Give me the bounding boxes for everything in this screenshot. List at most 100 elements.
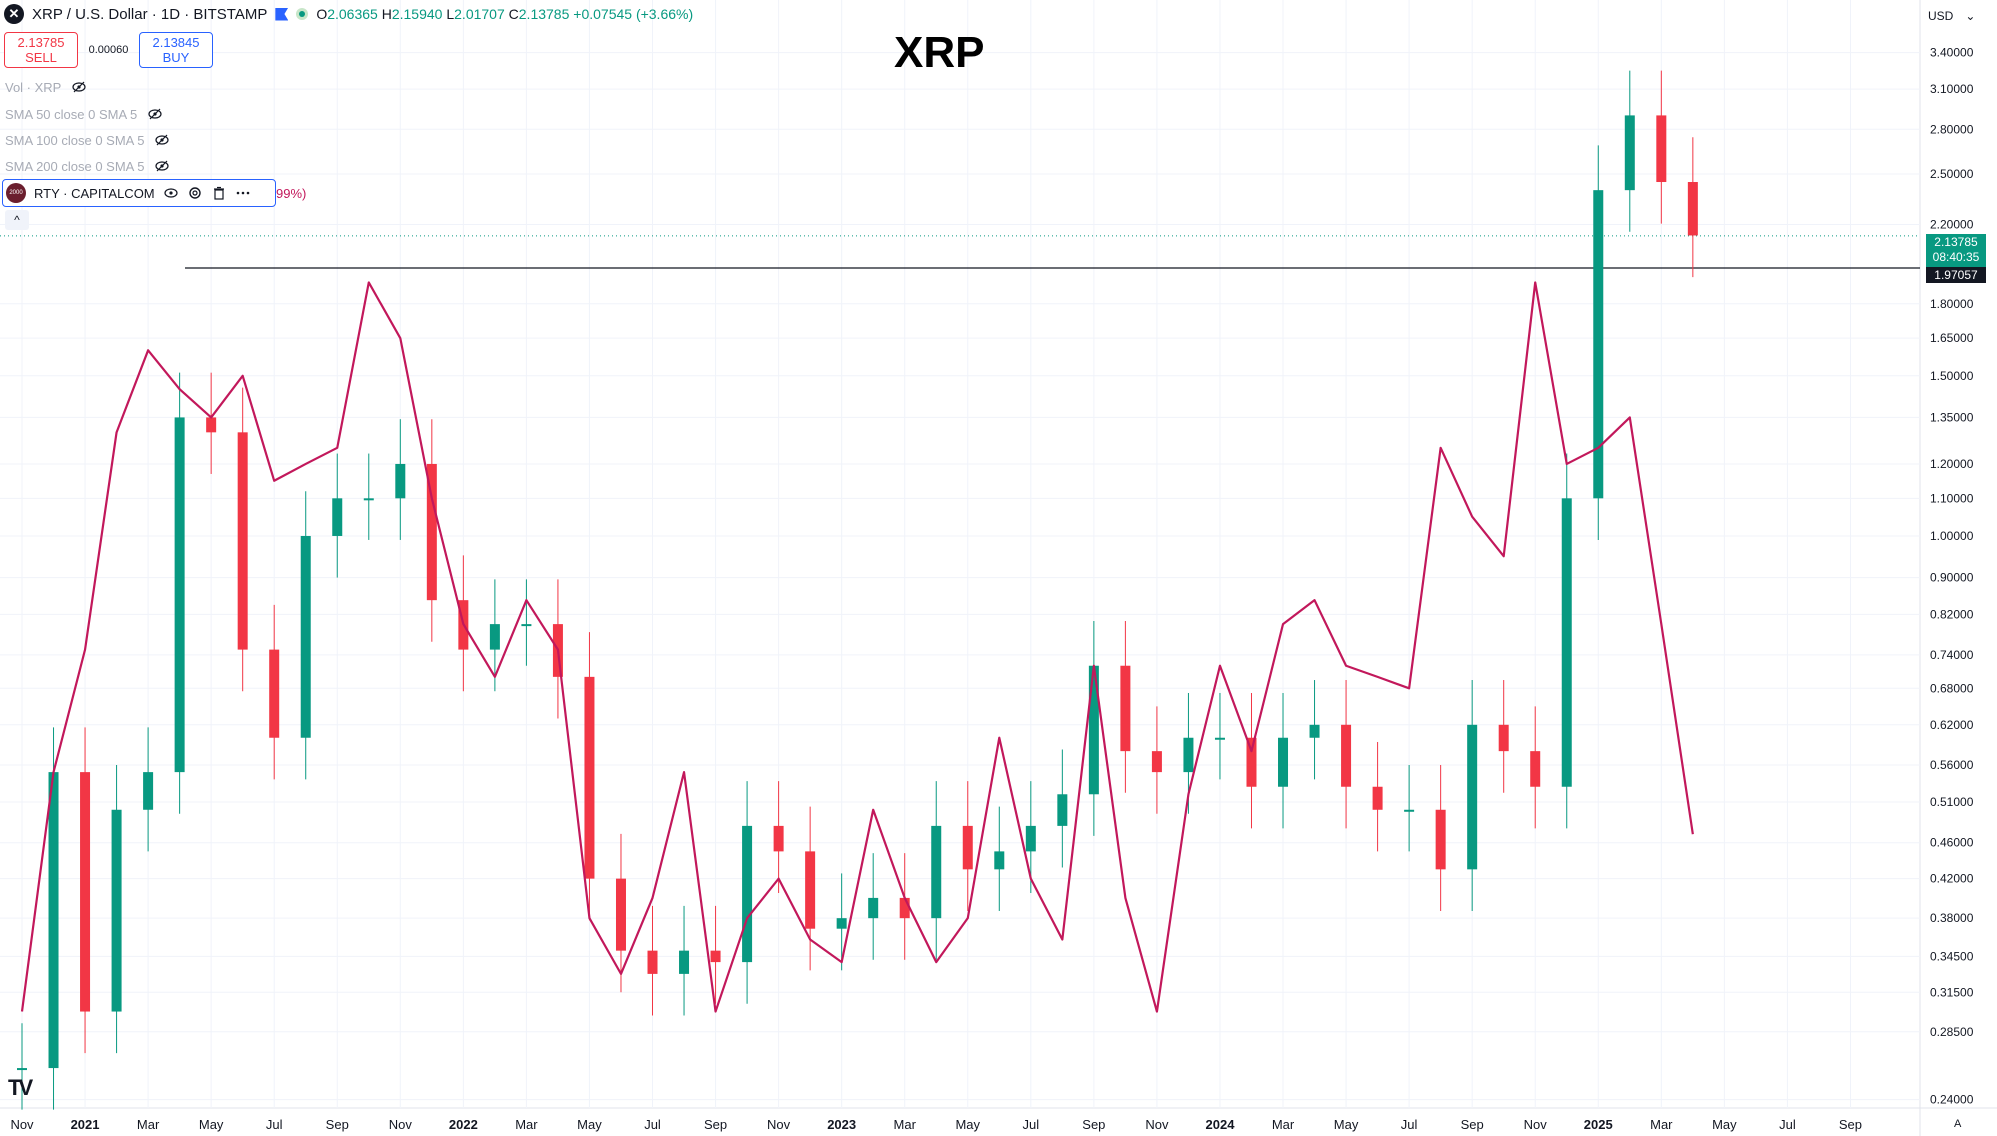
candle-body (80, 772, 91, 1012)
x-tick-label: 2025 (1584, 1117, 1613, 1132)
y-tick-label: 0.28500 (1930, 1025, 1974, 1039)
eye-icon[interactable] (163, 185, 179, 201)
candle-body (836, 918, 847, 929)
candle-body (1372, 786, 1383, 810)
candle-body (237, 432, 248, 650)
last-price-tag: 2.13785 08:40:35 (1926, 234, 1986, 267)
candle-body (931, 825, 942, 919)
candle-body (521, 624, 532, 627)
y-tick-label: 0.68000 (1930, 681, 1974, 695)
x-tick-label: May (199, 1117, 224, 1132)
line-price-tag: 1.97057 (1926, 267, 1986, 283)
y-tick-label: 1.20000 (1930, 457, 1974, 471)
x-tick-label: Nov (767, 1117, 791, 1132)
y-tick-label: 2.20000 (1930, 218, 1974, 232)
candle-body (1341, 724, 1352, 787)
candle-body (1561, 498, 1572, 787)
candle-body (962, 825, 973, 870)
x-tick-label: Nov (389, 1117, 413, 1132)
sell-button[interactable]: 2.13785 SELL (4, 32, 78, 68)
y-tick-label: 0.82000 (1930, 607, 1974, 621)
market-status-icon[interactable] (296, 8, 309, 20)
x-tick-label: May (1712, 1117, 1737, 1132)
x-tick-label: Jul (1023, 1117, 1040, 1132)
compare-symbol-label: RTY · CAPITALCOM (34, 185, 155, 201)
y-tick-label: 0.74000 (1930, 648, 1974, 662)
hidden-eye-icon[interactable] (154, 158, 170, 174)
candle-body (426, 463, 437, 601)
x-tick-label: Mar (1272, 1117, 1295, 1132)
candle-body (300, 535, 311, 738)
ohlc-values: O2.06365 H2.15940 L2.01707 C2.13785 +0.0… (316, 6, 694, 22)
candle-body (17, 1068, 27, 1071)
y-tick-label: 3.10000 (1930, 82, 1974, 96)
candle-body (1593, 190, 1604, 499)
indicator-sma-200[interactable]: SMA 200 close 0 SMA 5 (5, 156, 170, 176)
compare-symbol-row[interactable]: 2000 RTY · CAPITALCOM (2, 179, 276, 207)
y-tick-label: 0.34500 (1930, 949, 1974, 963)
candle-body (269, 649, 280, 738)
y-tick-label: 0.62000 (1930, 718, 1974, 732)
spread-value: 0.00060 (88, 44, 129, 56)
chevron-up-icon: ^ (14, 213, 20, 227)
candle-body (111, 809, 122, 1012)
x-tick-label: Jul (266, 1117, 283, 1132)
candle-body (899, 897, 910, 919)
x-tick-label: Jul (644, 1117, 661, 1132)
candle-body (868, 897, 879, 919)
x-tick-label: Sep (326, 1117, 349, 1132)
y-tick-label: 1.65000 (1930, 331, 1974, 345)
candle-body (48, 772, 59, 1069)
symbol-title[interactable]: XRP / U.S. Dollar · 1D · BITSTAMP (32, 5, 268, 23)
candle-body (1435, 809, 1446, 870)
indicator-volume[interactable]: Vol · XRP (5, 77, 87, 97)
buy-button[interactable]: 2.13845 BUY (139, 32, 213, 68)
candle-body (679, 950, 690, 974)
x-tick-label: May (577, 1117, 602, 1132)
auto-scale-button[interactable]: A (1954, 1118, 1962, 1130)
indicator-sma-50[interactable]: SMA 50 close 0 SMA 5 (5, 104, 163, 124)
trash-icon[interactable] (211, 185, 227, 201)
candle-body (1278, 737, 1289, 787)
more-icon[interactable] (235, 185, 251, 201)
x-tick-label: 2024 (1206, 1117, 1236, 1132)
hidden-eye-icon[interactable] (71, 79, 87, 95)
candle-body (584, 676, 595, 879)
rty-logo-icon: 2000 (6, 183, 26, 203)
x-tick-label: Mar (1650, 1117, 1673, 1132)
hidden-eye-icon[interactable] (154, 132, 170, 148)
y-tick-label: 3.40000 (1930, 46, 1974, 60)
x-tick-label: Mar (137, 1117, 160, 1132)
candle-body (994, 851, 1005, 870)
candle-body (395, 463, 406, 499)
candle-body (1656, 115, 1667, 183)
y-tick-label: 1.00000 (1930, 529, 1974, 543)
x-tick-label: Mar (515, 1117, 538, 1132)
y-tick-label: 1.50000 (1930, 369, 1974, 383)
tradingview-logo[interactable]: TV (8, 1075, 33, 1100)
currency-select[interactable]: USD ⌄ (1928, 9, 1976, 23)
candle-body (1214, 737, 1225, 740)
x-tick-label: Sep (704, 1117, 727, 1132)
symbol-header: ✕ XRP / U.S. Dollar · 1D · BITSTAMP O2.0… (0, 0, 693, 28)
x-tick-label: May (1334, 1117, 1359, 1132)
x-tick-label: May (955, 1117, 980, 1132)
candle-body (332, 498, 343, 536)
indicator-sma-100[interactable]: SMA 100 close 0 SMA 5 (5, 130, 170, 150)
hidden-eye-icon[interactable] (147, 106, 163, 122)
chevron-down-icon: ⌄ (1965, 9, 1976, 23)
collapse-legend-button[interactable]: ^ (5, 210, 29, 230)
flag-icon[interactable] (275, 7, 289, 21)
candle-body (143, 772, 154, 810)
x-tick-label: Nov (1145, 1117, 1169, 1132)
settings-icon[interactable] (187, 185, 203, 201)
y-tick-label: 0.38000 (1930, 911, 1974, 925)
y-tick-label: 0.46000 (1930, 836, 1974, 850)
candle-body (1088, 665, 1099, 795)
y-tick-label: 0.24000 (1930, 1093, 1974, 1107)
y-tick-label: 0.56000 (1930, 758, 1974, 772)
y-tick-label: 1.80000 (1930, 297, 1974, 311)
x-tick-label: Nov (1524, 1117, 1548, 1132)
candle-body (1530, 751, 1541, 787)
